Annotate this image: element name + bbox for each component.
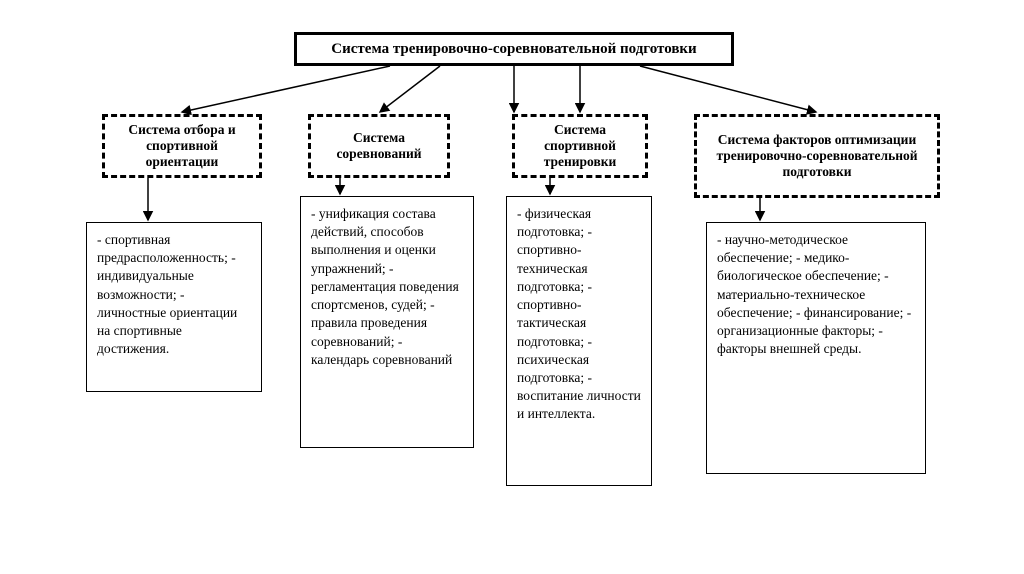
- branch-header-3: Система факторов оптимизации тренировочн…: [694, 114, 940, 198]
- root-node: Система тренировочно-соревновательной по…: [294, 32, 734, 66]
- branch-body-1: - унификация состава действий, способов …: [300, 196, 474, 448]
- branch-header-0: Система отбора и спортивной ориентации: [102, 114, 262, 178]
- branch-body-3: - научно-методическое обеспечение; - мед…: [706, 222, 926, 474]
- branch-header-1: Система соревнований: [308, 114, 450, 178]
- branch-body-0: - спортивная предрасположенность; - инди…: [86, 222, 262, 392]
- branch-header-2: Система спортивной тренировки: [512, 114, 648, 178]
- branch-body-2: - физическая подготовка; - спортивно-тех…: [506, 196, 652, 486]
